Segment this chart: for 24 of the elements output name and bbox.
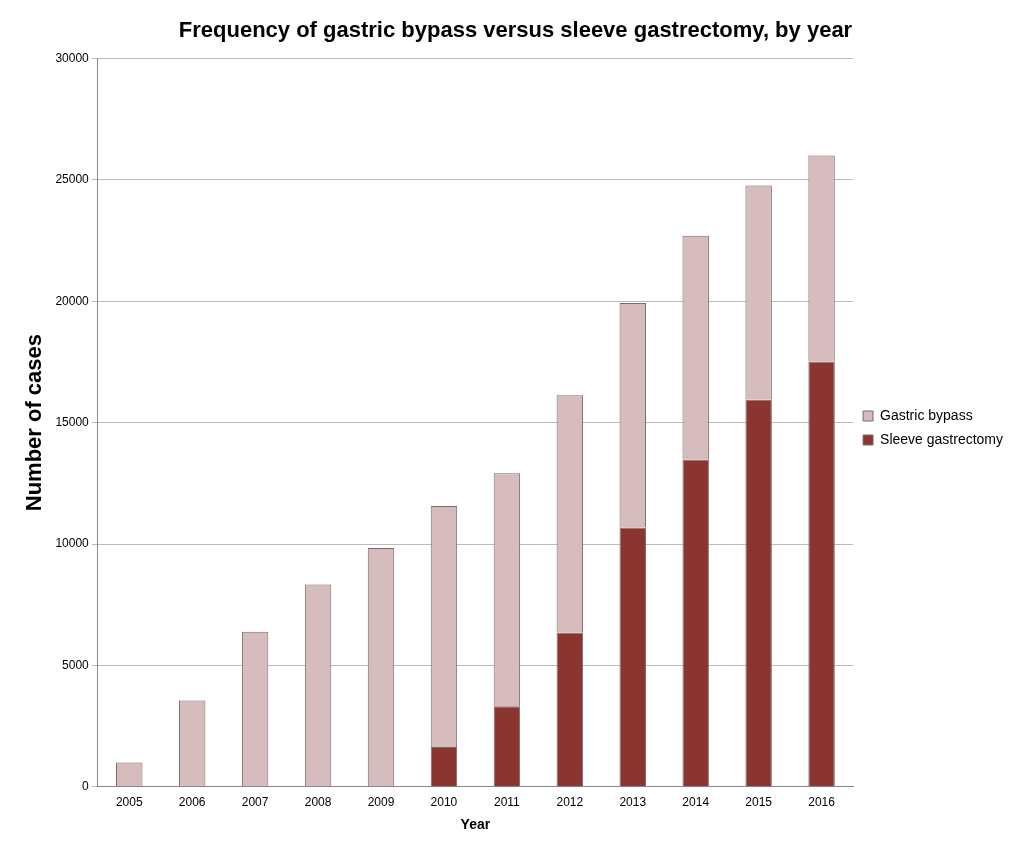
x-tick-label: 2010 [430, 795, 458, 810]
y-tick-label: 25000 [55, 172, 90, 187]
x-tick-label: 2015 [745, 795, 773, 810]
x-axis-title: Year [460, 816, 491, 833]
legend-label: Sleeve gastrectomy [880, 430, 1004, 447]
legend-label: Gastric bypass [880, 406, 973, 423]
x-tick-label: 2009 [367, 795, 395, 810]
x-tick-label: 2006 [178, 795, 206, 810]
x-tick-label: 2008 [304, 795, 332, 810]
y-tick-label: 30000 [55, 50, 90, 65]
x-tick-label: 2014 [682, 795, 710, 810]
y-tick-label: 20000 [55, 293, 90, 308]
y-axis-title: Number of cases [21, 333, 47, 512]
y-tick-label: 5000 [62, 657, 90, 672]
x-tick-label: 2013 [619, 795, 647, 810]
x-tick-label: 2007 [241, 795, 269, 810]
y-tick-label: 0 [82, 779, 90, 794]
x-tick-label: 2005 [115, 795, 143, 810]
x-tick-label: 2012 [556, 795, 584, 810]
y-tick-label: 15000 [55, 414, 90, 429]
x-tick-label: 2016 [808, 795, 836, 810]
x-tick-label: 2011 [493, 795, 521, 810]
y-tick-label: 10000 [55, 536, 90, 551]
chart-title: Frequency of gastric bypass versus sleeve gastrectomy, by year [178, 17, 853, 43]
